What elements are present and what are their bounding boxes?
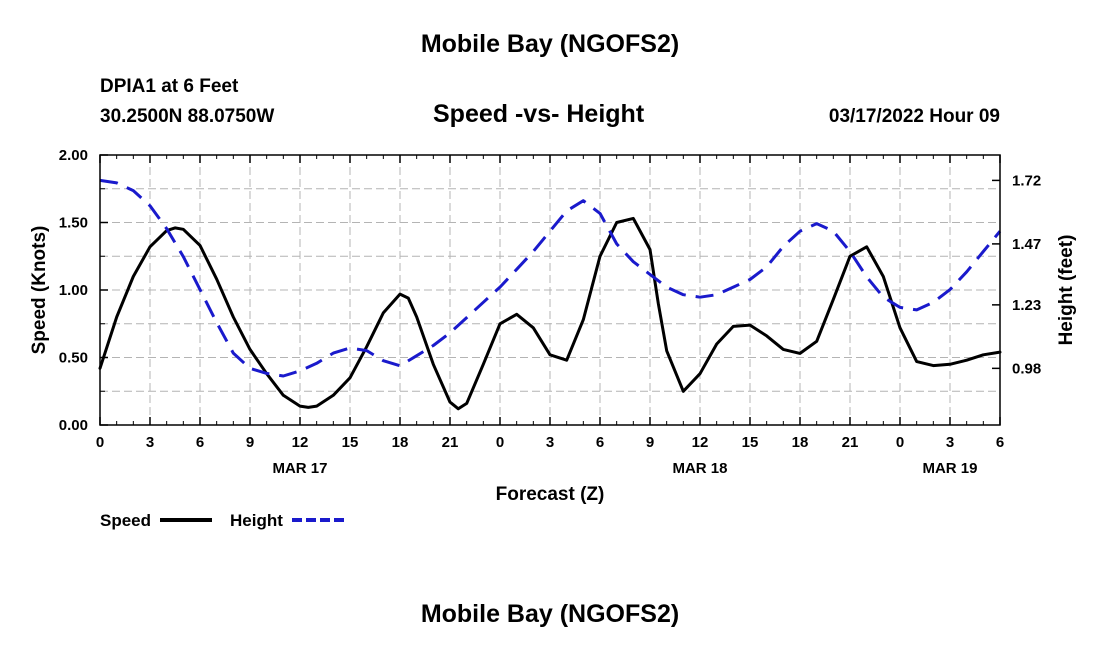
legend-label-height: Height (230, 511, 283, 530)
x-tick-label: 6 (596, 434, 604, 451)
y-left-tick-label: 2.00 (59, 147, 88, 164)
footer-title: Mobile Bay (NGOFS2) (420, 600, 680, 628)
x-tick-label: 3 (546, 434, 554, 451)
forecast-datetime: 03/17/2022 Hour 09 (828, 106, 1000, 127)
series-line-speed (98, 216, 1002, 411)
y-axis-left-title: Speed (Knots) (29, 226, 50, 355)
x-tick-label: 21 (842, 434, 859, 451)
x-tick-label: 0 (896, 434, 904, 451)
x-tick-label: 15 (342, 434, 359, 451)
y-right-tick-label: 0.98 (1012, 360, 1041, 377)
x-tick-label: 0 (496, 434, 504, 451)
date-label: MAR 17 (272, 460, 327, 477)
x-tick-label: 18 (392, 434, 409, 451)
date-label: MAR 19 (922, 460, 977, 477)
series-layer (98, 178, 1002, 411)
x-tick-label: 9 (246, 434, 254, 451)
y-left-tick-label: 0.50 (59, 350, 88, 367)
y-right-tick-label: 1.47 (1012, 236, 1041, 253)
x-tick-label: 6 (996, 434, 1004, 451)
x-tick-label: 15 (742, 434, 759, 451)
y-right-tick-label: 1.23 (1012, 297, 1041, 314)
station-label: DPIA1 at 6 Feet (100, 76, 239, 97)
y-left-tick-label: 1.50 (59, 215, 88, 232)
x-tick-label: 12 (692, 434, 709, 451)
coordinates-label: 30.2500N 88.0750W (100, 106, 275, 127)
legend-label-speed: Speed (100, 511, 151, 530)
y-left-tick-label: 0.00 (59, 417, 88, 434)
x-tick-label: 21 (442, 434, 459, 451)
y-left-tick-label: 1.00 (59, 282, 88, 299)
y-right-tick-label: 1.72 (1012, 172, 1041, 189)
ticks: 0 3 6 9 12 15 18 21 0 3 6 9 12 15 18 21 0 3 6 MAR 17 MAR 18 M… (59, 147, 1041, 477)
legend: Speed Height (100, 511, 344, 530)
x-tick-label: 6 (196, 434, 204, 451)
x-tick-label: 12 (292, 434, 309, 451)
x-tick-label: 3 (946, 434, 954, 451)
x-tick-label: 9 (646, 434, 654, 451)
x-tick-label: 18 (792, 434, 809, 451)
grid (100, 155, 1000, 425)
x-tick-label: 0 (96, 434, 104, 451)
x-axis-title: Forecast (Z) (496, 484, 605, 505)
x-tick-label: 3 (146, 434, 154, 451)
chart-main-title: Mobile Bay (NGOFS2) (420, 30, 680, 58)
chart-subtitle: Speed -vs- Height (433, 100, 645, 128)
y-axis-right-title: Height (feet) (1056, 235, 1077, 346)
date-label: MAR 18 (672, 460, 727, 477)
